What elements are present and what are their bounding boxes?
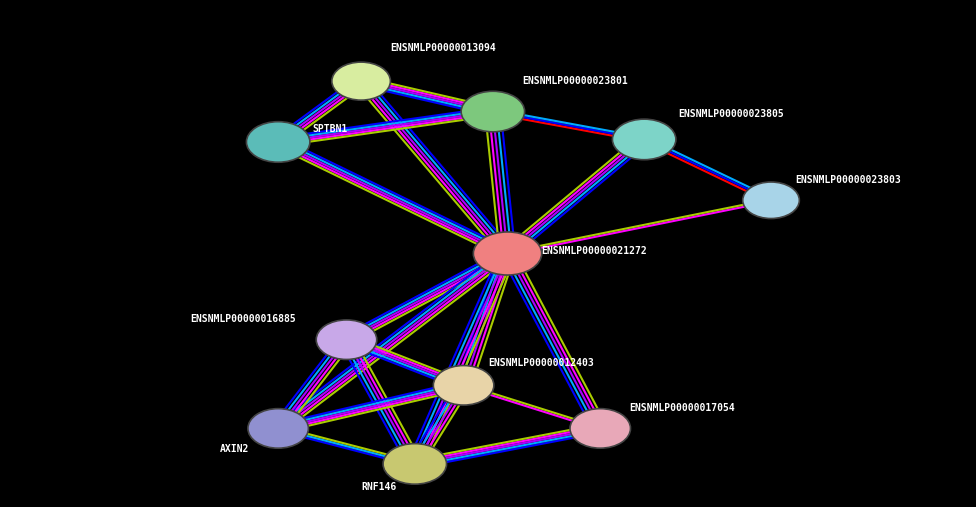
Text: ENSNMLP00000017054: ENSNMLP00000017054	[630, 403, 735, 413]
Ellipse shape	[473, 232, 542, 275]
Text: ENSNMLP00000023801: ENSNMLP00000023801	[522, 76, 628, 86]
Ellipse shape	[316, 320, 377, 359]
Ellipse shape	[248, 409, 308, 448]
Text: SPTBN1: SPTBN1	[312, 124, 347, 134]
Text: RNF146: RNF146	[361, 482, 396, 492]
Text: ENSNMLP00000013094: ENSNMLP00000013094	[390, 43, 496, 53]
Ellipse shape	[461, 91, 525, 132]
Ellipse shape	[383, 444, 447, 484]
Text: ENSNMLP00000012403: ENSNMLP00000012403	[488, 357, 593, 368]
Text: ENSNMLP00000023805: ENSNMLP00000023805	[678, 109, 784, 119]
Ellipse shape	[332, 62, 390, 100]
Text: ENSNMLP00000023803: ENSNMLP00000023803	[795, 175, 901, 185]
Ellipse shape	[743, 182, 799, 219]
Ellipse shape	[246, 122, 310, 162]
Text: AXIN2: AXIN2	[220, 444, 249, 454]
Ellipse shape	[613, 119, 676, 160]
Ellipse shape	[433, 366, 494, 405]
Text: ENSNMLP00000016885: ENSNMLP00000016885	[190, 314, 296, 324]
Ellipse shape	[570, 409, 630, 448]
Text: ENSNMLP00000021272: ENSNMLP00000021272	[542, 246, 647, 256]
